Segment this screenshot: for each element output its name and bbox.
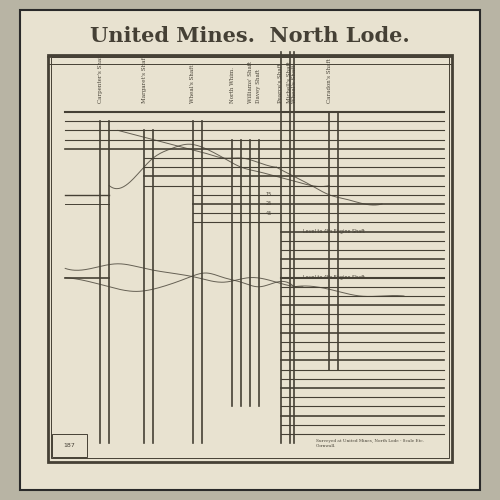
Text: Level to 4th Engine Shaft: Level to 4th Engine Shaft: [303, 275, 364, 280]
Text: Level to 4th Engine Shaft: Level to 4th Engine Shaft: [303, 229, 364, 234]
Text: Davey Shaft: Davey Shaft: [256, 68, 262, 103]
Bar: [51, 58, 449, 458]
Text: Surveyed at United Mines, North Lode - Scale Etc.
Cornwall.: Surveyed at United Mines, North Lode - S…: [316, 439, 424, 448]
Text: 15: 15: [266, 192, 272, 198]
Text: Pearce's Shaft: Pearce's Shaft: [278, 63, 283, 103]
Text: North Whim.: North Whim.: [230, 67, 235, 103]
Bar: [48, 54, 452, 462]
Text: 187: 187: [64, 443, 76, 448]
Text: Michell's Shaft: Michell's Shaft: [287, 61, 292, 103]
Text: United Mines.  North Lode.: United Mines. North Lode.: [90, 26, 410, 46]
Text: 45: 45: [266, 210, 272, 216]
Text: Wheal's Shaft: Wheal's Shaft: [292, 64, 296, 103]
Bar: [52, 434, 87, 457]
Text: Margaret's Shaft: Margaret's Shaft: [142, 55, 147, 103]
Text: Williams' Shaft: Williams' Shaft: [248, 60, 252, 103]
Text: 25: 25: [266, 202, 272, 206]
Text: Carpenter's Shaft: Carpenter's Shaft: [98, 54, 103, 103]
Text: Wheal's Shaft: Wheal's Shaft: [190, 64, 196, 103]
Text: Caradon's Shaft: Caradon's Shaft: [326, 58, 332, 103]
